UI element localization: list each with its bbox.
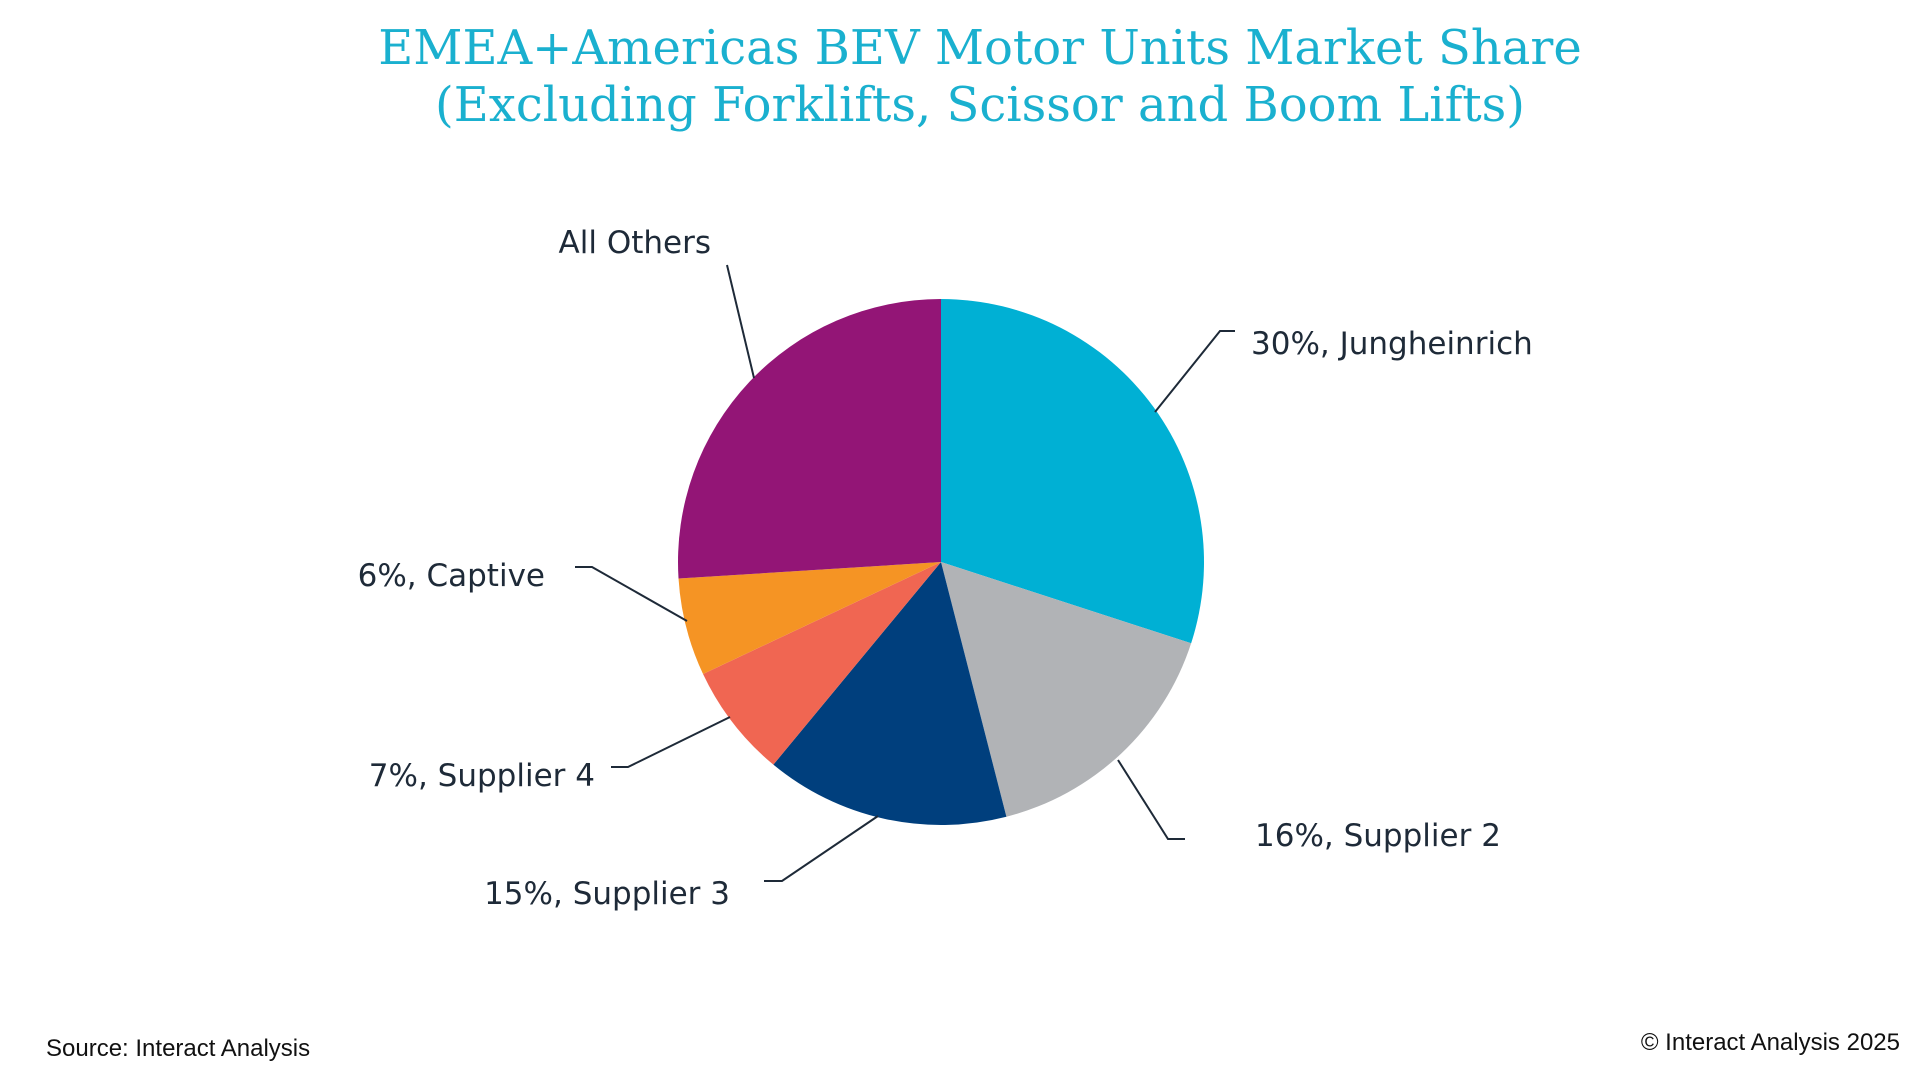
leader-line-supplier-3 bbox=[764, 815, 879, 882]
slice-label-jungheinrich: 30%, Jungheinrich bbox=[1251, 326, 1533, 362]
slice-label-supplier-4: 7%, Supplier 4 bbox=[369, 758, 595, 794]
pie-slice-supplier-3 bbox=[773, 562, 1007, 826]
pie-slice-all-others bbox=[678, 299, 941, 579]
pie-slice-supplier-4 bbox=[703, 562, 941, 765]
slice-labels: 30%, Jungheinrich 16%, Supplier 2 15%, Sup… bbox=[358, 225, 1533, 912]
leader-lines bbox=[575, 264, 1235, 882]
copyright-note: © Interact Analysis 2025 bbox=[1640, 1029, 1900, 1056]
slice-label-captive: 6%, Captive bbox=[358, 558, 545, 594]
slice-label-supplier-3: 15%, Supplier 3 bbox=[484, 876, 730, 912]
pie-slice-supplier-2 bbox=[941, 562, 1192, 817]
leader-line-all-others bbox=[726, 264, 755, 379]
source-note: Source: Interact Analysis bbox=[46, 1035, 311, 1062]
pie-slices bbox=[678, 299, 1205, 826]
leader-line-supplier-4 bbox=[611, 716, 731, 768]
chart-title-line-2: (Excluding Forklifts, Scissor and Boom L… bbox=[435, 77, 1525, 133]
leader-line-jungheinrich bbox=[1154, 330, 1235, 413]
pie-slice-captive bbox=[678, 562, 941, 674]
chart-title: EMEA+Americas BEV Motor Units Market Sha… bbox=[0, 20, 1920, 134]
leader-line-captive bbox=[575, 566, 688, 622]
pie-slice-jungheinrich bbox=[941, 299, 1205, 644]
leader-line-supplier-2 bbox=[1117, 759, 1185, 840]
slice-label-all-others: All Others bbox=[559, 225, 711, 261]
slice-label-supplier-2: 16%, Supplier 2 bbox=[1255, 818, 1501, 854]
chart-title-line-1: EMEA+Americas BEV Motor Units Market Sha… bbox=[378, 20, 1582, 76]
